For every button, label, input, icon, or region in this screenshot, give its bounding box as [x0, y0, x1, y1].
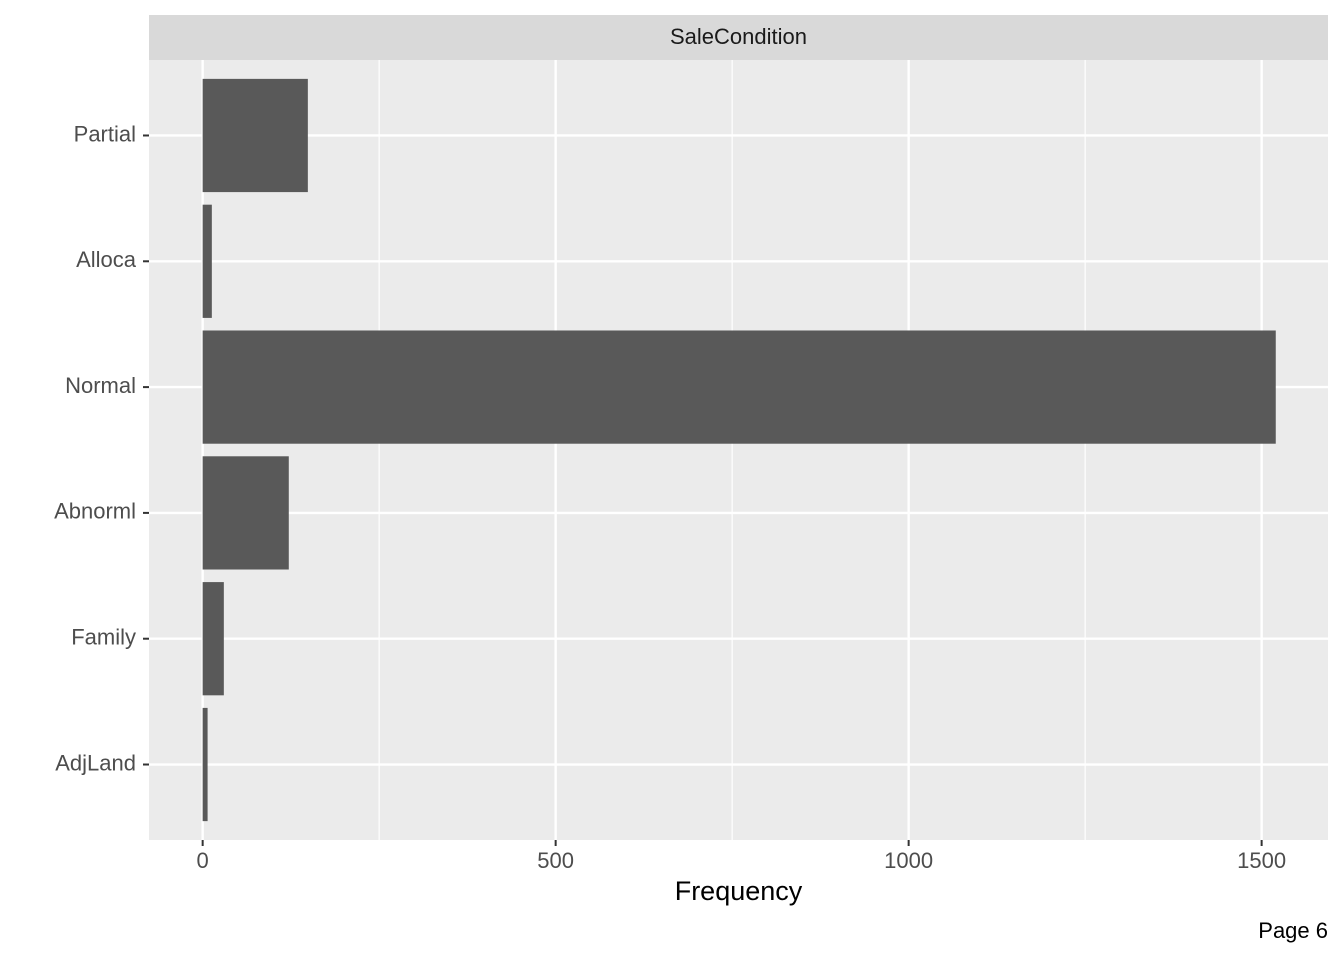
strip — [149, 15, 1328, 60]
y-tick-label: Alloca — [76, 247, 137, 272]
bar — [202, 582, 224, 696]
y-tick-label: Partial — [74, 121, 136, 146]
bar — [202, 456, 289, 570]
x-tick-label: 1000 — [884, 848, 933, 873]
y-tick-label: AdjLand — [55, 750, 136, 775]
bar — [202, 330, 1276, 444]
x-axis-label: Frequency — [675, 876, 803, 906]
x-tick-label: 1500 — [1237, 848, 1286, 873]
x-tick-label: 500 — [537, 848, 574, 873]
bar — [202, 204, 212, 318]
page-annotation: Page 6 — [1258, 918, 1328, 943]
y-tick-label: Abnorml — [54, 499, 136, 524]
strip-title: SaleCondition — [670, 24, 807, 49]
panel — [149, 60, 1328, 840]
bar — [202, 78, 308, 193]
y-tick-label: Normal — [65, 373, 136, 398]
y-tick-label: Family — [71, 625, 136, 650]
x-tick-label: 0 — [197, 848, 209, 873]
bar — [202, 707, 208, 822]
